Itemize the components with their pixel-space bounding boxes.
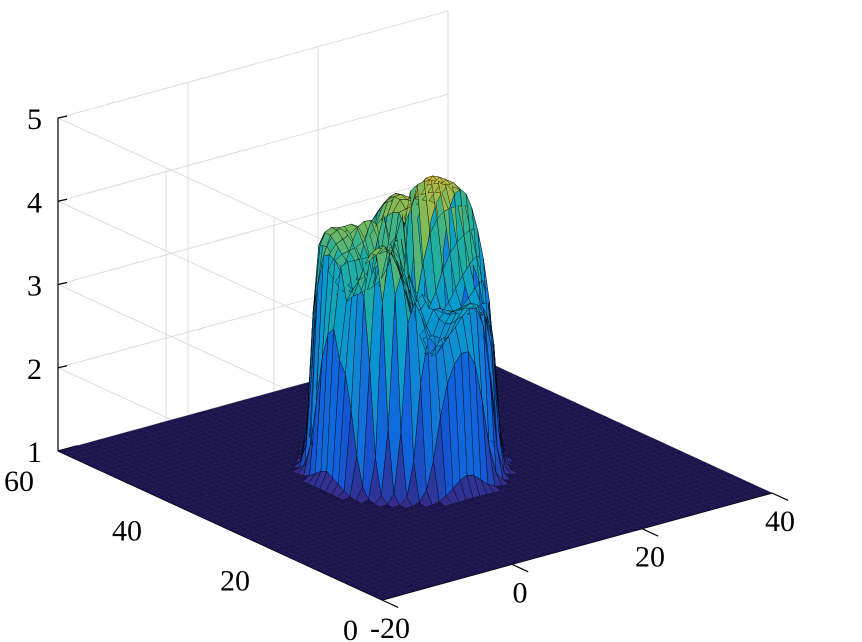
z-tick [57, 115, 68, 119]
y-tick-label: 20 [220, 564, 250, 597]
z-tick-label: 5 [27, 103, 42, 136]
z-tick-label: 1 [27, 436, 42, 469]
x-tick [641, 528, 659, 537]
y-tick-label: 40 [112, 515, 142, 548]
tick-label-layer: -20 0 20 40 0 20 40 601 2 3 4 5 [4, 103, 795, 642]
z-tick [57, 281, 68, 286]
z-tick [57, 365, 68, 369]
x-tick-label: 0 [513, 576, 528, 609]
z-tick [57, 198, 68, 202]
y-tick-label: 60 [4, 465, 34, 498]
x-tick [511, 563, 529, 573]
z-tick-label: 4 [27, 186, 42, 219]
x-tick-label: -20 [370, 612, 410, 642]
surface-facet [758, 490, 773, 496]
surface-layer [57, 175, 773, 601]
x-tick [771, 492, 789, 501]
y-tick-label: 0 [343, 614, 358, 642]
z-tick-label: 2 [27, 353, 42, 386]
z-tick-label: 3 [27, 270, 42, 303]
x-tick [381, 599, 399, 608]
x-tick-label: 40 [765, 505, 795, 538]
x-tick-label: 20 [635, 541, 665, 574]
